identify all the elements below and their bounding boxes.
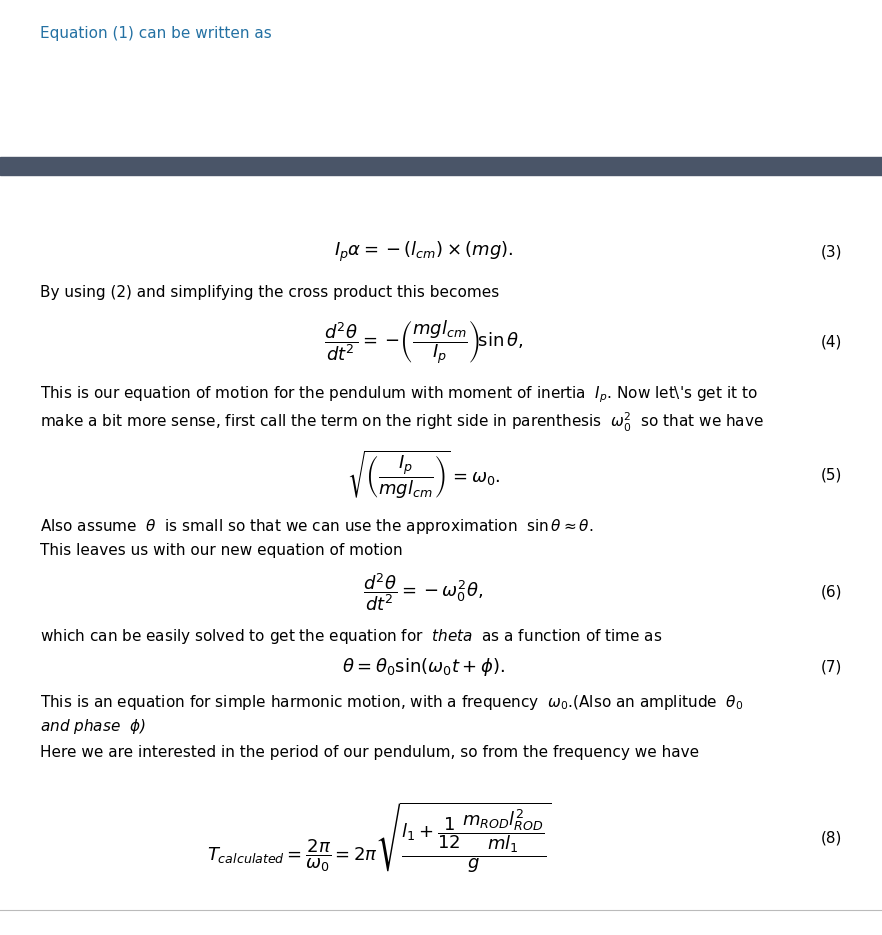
Text: This is our equation of motion for the pendulum with moment of inertia  $I_p$. N: This is our equation of motion for the p… bbox=[40, 384, 758, 405]
Text: (3): (3) bbox=[820, 244, 841, 260]
Text: Here we are interested in the period of our pendulum, so from the frequency we h: Here we are interested in the period of … bbox=[40, 744, 699, 759]
Text: (6): (6) bbox=[820, 584, 841, 599]
Text: $\dfrac{d^2\theta}{dt^2} = -\omega_0^2\theta,$: $\dfrac{d^2\theta}{dt^2} = -\omega_0^2\t… bbox=[363, 571, 483, 613]
Text: (5): (5) bbox=[820, 468, 841, 482]
Text: (8): (8) bbox=[820, 830, 841, 845]
Bar bbox=[0, 157, 882, 175]
Text: This is an equation for simple harmonic motion, with a frequency  $\omega_0$.(Al: This is an equation for simple harmonic … bbox=[40, 694, 743, 712]
Text: By using (2) and simplifying the cross product this becomes: By using (2) and simplifying the cross p… bbox=[40, 285, 499, 300]
Text: which can be easily solved to get the equation for  $\mathit{theta}$  as a funct: which can be easily solved to get the eq… bbox=[40, 627, 662, 646]
Text: $T_{\mathit{calculated}} = \dfrac{2\pi}{\omega_0} = 2\pi\sqrt{\dfrac{l_1 + \dfra: $T_{\mathit{calculated}} = \dfrac{2\pi}{… bbox=[207, 800, 551, 875]
Text: Also assume  $\theta$  is small so that we can use the approximation  $\sin\thet: Also assume $\theta$ is small so that we… bbox=[40, 517, 593, 537]
Text: $\dfrac{d^2\theta}{dt^2} = -\!\left(\dfrac{mgl_{cm}}{I_p}\right)\!\sin\theta,$: $\dfrac{d^2\theta}{dt^2} = -\!\left(\dfr… bbox=[324, 318, 523, 366]
Text: (4): (4) bbox=[820, 335, 841, 350]
Text: make a bit more sense, first call the term on the right side in parenthesis  $\o: make a bit more sense, first call the te… bbox=[40, 410, 764, 434]
Text: $\theta = \theta_0\sin(\omega_0 t + \phi).$: $\theta = \theta_0\sin(\omega_0 t + \phi… bbox=[342, 656, 505, 678]
Text: $\sqrt{\left(\dfrac{I_p}{mgl_{cm}}\right)} = \omega_0.$: $\sqrt{\left(\dfrac{I_p}{mgl_{cm}}\right… bbox=[347, 449, 500, 501]
Text: This leaves us with our new equation of motion: This leaves us with our new equation of … bbox=[40, 542, 402, 557]
Text: Equation (1) can be written as: Equation (1) can be written as bbox=[40, 26, 272, 41]
Text: $\mathit{and\ phase\ \ \phi}$): $\mathit{and\ phase\ \ \phi}$) bbox=[40, 716, 146, 736]
Text: $I_p\alpha = -(l_{cm})\times(mg).$: $I_p\alpha = -(l_{cm})\times(mg).$ bbox=[333, 240, 513, 264]
Text: (7): (7) bbox=[820, 659, 841, 674]
